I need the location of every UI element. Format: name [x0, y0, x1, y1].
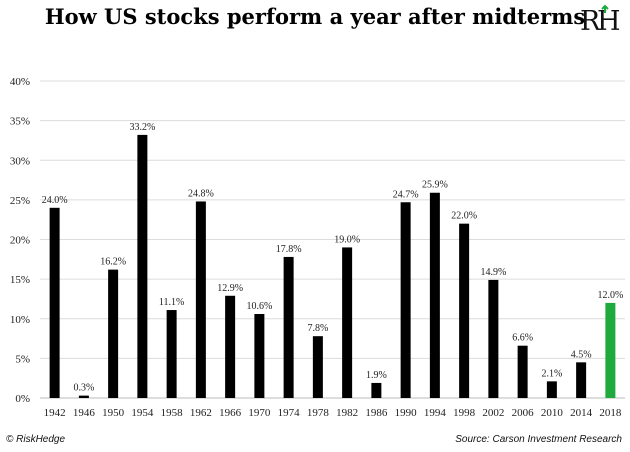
bar-1994 — [429, 192, 440, 398]
data-label: 12.9% — [217, 283, 243, 294]
copyright-note: © RiskHedge — [6, 434, 66, 445]
bar-1986 — [371, 382, 382, 398]
x-tick-label: 1998 — [453, 407, 476, 419]
y-tick-label: 30% — [10, 155, 30, 167]
data-label: 7.8% — [307, 323, 328, 334]
bar-2018 — [605, 302, 616, 398]
data-label: 10.6% — [246, 301, 272, 312]
y-tick-label: 35% — [10, 116, 30, 128]
data-label: 19.0% — [334, 234, 360, 245]
x-tick-label: 1986 — [365, 407, 388, 419]
x-tick-label: 2014 — [570, 407, 593, 419]
data-label: 11.1% — [159, 297, 184, 308]
bar-2006 — [517, 345, 528, 398]
bars — [49, 134, 616, 398]
x-tick-label: 1962 — [190, 407, 212, 419]
data-label: 25.9% — [422, 180, 448, 191]
svg-text:R: R — [580, 6, 601, 37]
bar-1974 — [283, 256, 294, 398]
y-tick-label: 5% — [15, 353, 30, 365]
x-tick-label: 1990 — [395, 407, 418, 419]
data-label: 12.0% — [597, 290, 623, 301]
bar-1950 — [108, 269, 119, 398]
data-label: 17.8% — [276, 244, 302, 255]
y-tick-label: 0% — [15, 393, 30, 405]
bar-2014 — [576, 362, 587, 398]
x-tick-label: 1942 — [44, 407, 66, 419]
bar-1966 — [225, 295, 236, 398]
bar-1978 — [312, 336, 323, 398]
data-label: 24.8% — [188, 188, 214, 199]
x-tick-label: 1994 — [424, 407, 447, 419]
bar-1998 — [459, 223, 470, 398]
x-tick-label: 2018 — [599, 407, 622, 419]
data-label: 6.6% — [512, 333, 533, 344]
chart-title: How US stocks perform a year after midte… — [44, 4, 586, 29]
bar-1954 — [137, 134, 148, 398]
data-label: 22.0% — [451, 211, 477, 222]
y-tick-label: 25% — [10, 195, 30, 207]
riskhedge-logo: R H — [580, 4, 620, 37]
data-label: 2.1% — [541, 368, 562, 379]
x-tick-label: 1954 — [131, 407, 154, 419]
y-tick-label: 15% — [10, 274, 30, 286]
data-labels: 24.0% 0.3% 16.2% 33.2% 11.1% 24.8% 12.9%10.6% 1… — [42, 122, 624, 394]
data-label: 33.2% — [129, 122, 155, 133]
x-tick-label: 2010 — [541, 407, 564, 419]
bar-2010 — [546, 381, 557, 398]
bar-1946 — [78, 395, 89, 398]
x-tick-label: 1974 — [278, 407, 301, 419]
svg-text:H: H — [597, 6, 620, 37]
y-tick-label: 20% — [10, 235, 30, 247]
x-axis-ticks: 1942 1946 1950 1954 1958 1962 1966 1970 1974 1978… — [44, 407, 622, 419]
data-label: 0.3% — [73, 383, 94, 394]
y-tick-label: 10% — [10, 314, 30, 326]
x-tick-label: 2006 — [512, 407, 535, 419]
data-label: 14.9% — [480, 267, 506, 278]
bar-2002 — [488, 279, 499, 398]
data-label: 16.2% — [100, 257, 126, 268]
y-tick-label: 40% — [10, 76, 30, 88]
x-tick-label: 2002 — [482, 407, 504, 419]
x-tick-label: 1966 — [219, 407, 242, 419]
x-tick-label: 1970 — [248, 407, 271, 419]
x-tick-label: 1946 — [73, 407, 96, 419]
gridlines — [40, 80, 625, 359]
bar-1982 — [342, 247, 353, 398]
bar-chart: 0%5%10%15%20%25%30%35%40% 1942 1946 1950 19… — [10, 76, 625, 419]
bar-1958 — [166, 310, 177, 398]
bar-1962 — [195, 201, 206, 398]
bar-1990 — [400, 202, 411, 398]
bar-1970 — [254, 313, 265, 398]
data-label: 1.9% — [366, 370, 387, 381]
data-label: 4.5% — [571, 349, 592, 360]
bar-1942 — [49, 207, 60, 398]
source-note: Source: Carson Investment Research — [455, 434, 622, 445]
y-axis-ticks: 0% 5% 10% 15% 20% 25% 30% 35% 40% — [10, 76, 30, 405]
x-tick-label: 1950 — [102, 407, 125, 419]
data-label: 24.0% — [42, 195, 68, 206]
data-label: 24.7% — [393, 189, 419, 200]
x-tick-label: 1978 — [307, 407, 330, 419]
x-tick-label: 1958 — [161, 407, 184, 419]
x-tick-label: 1982 — [336, 407, 358, 419]
